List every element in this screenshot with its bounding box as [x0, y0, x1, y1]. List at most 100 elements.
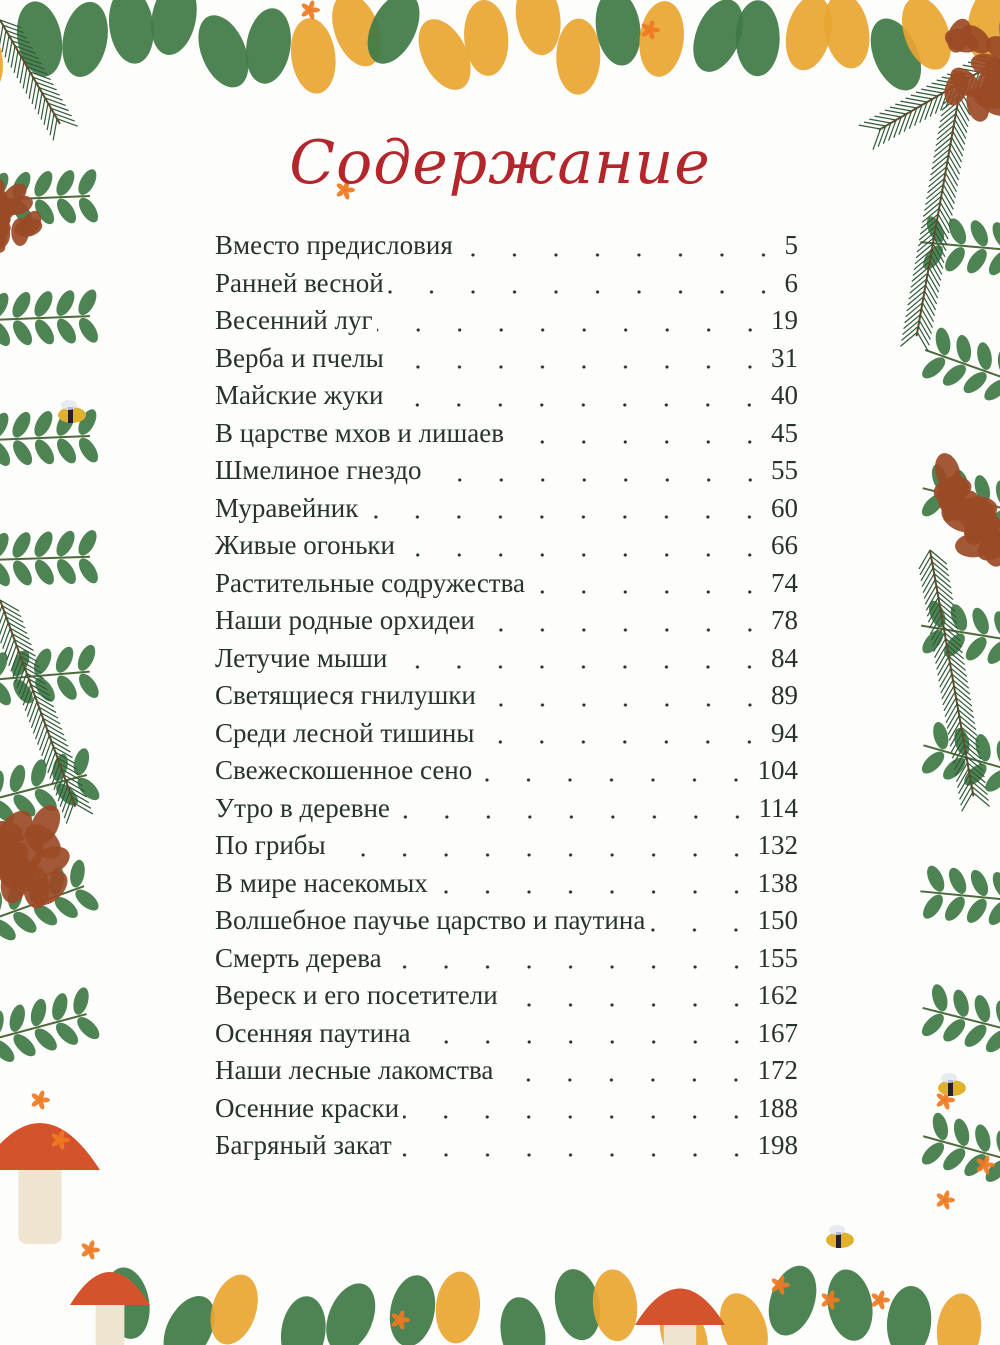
dot-leader [387, 290, 781, 294]
pine-needle [889, 106, 912, 112]
pine-needle [923, 195, 942, 211]
pine-needle [44, 97, 66, 106]
pine-needle [949, 661, 968, 677]
toc-entry: Светящиеся гнилушки 89 [215, 680, 798, 718]
leaf-icon [55, 1022, 79, 1045]
leaf-icon [943, 1190, 950, 1201]
pine-needle [67, 785, 88, 798]
pine-needle [947, 715, 960, 735]
pine-needle [929, 549, 948, 565]
pine-needle [961, 732, 980, 748]
leaf-icon [52, 993, 68, 1021]
pine-needle [28, 678, 49, 691]
leaf-icon [0, 799, 15, 823]
leaf-icon [878, 1290, 885, 1301]
pine-needle [56, 118, 78, 127]
pine-needle [32, 76, 54, 86]
dot-leader [329, 852, 754, 857]
pine-needle [900, 331, 918, 347]
pine-needle [5, 29, 27, 39]
pine-needle [18, 650, 38, 663]
pine-needle [945, 638, 963, 654]
pine-needle [901, 325, 919, 341]
leaf-icon [921, 751, 945, 774]
leaf-icon [78, 317, 98, 343]
pine-needle [935, 584, 954, 601]
pine-needle [924, 585, 937, 605]
pine-needle [933, 573, 952, 589]
pine-needle [937, 596, 956, 612]
entry-page-number: 45 [771, 417, 798, 448]
pine-needle [936, 219, 949, 240]
leaf-icon [435, 1271, 481, 1344]
stem [0, 434, 90, 441]
leaf-icon [972, 607, 989, 635]
pine-needle [879, 112, 902, 118]
pine-needle [911, 266, 930, 282]
leaf-icon [60, 1137, 70, 1143]
entry-title: Наши лесные лакомства [215, 1055, 494, 1085]
pine-needle [37, 723, 46, 745]
leaf-icon [0, 652, 8, 679]
pine-needle [63, 774, 83, 787]
pine-needle [0, 611, 5, 625]
entry-page-number: 84 [771, 642, 798, 673]
pine-needle [30, 706, 40, 728]
leaf-icon [78, 673, 99, 698]
leaf-icon [592, 1269, 638, 1342]
entry-title: По грибы [215, 830, 326, 860]
dot-leader [456, 252, 781, 257]
dot-leader [507, 440, 767, 444]
pine-needle [952, 679, 971, 695]
pine-needle [956, 768, 970, 788]
toc-entry: Ранней весной 6 [215, 268, 798, 306]
pine-needle [869, 118, 891, 124]
leaf-icon [921, 1142, 945, 1165]
entry-title: Муравейник [215, 492, 359, 523]
leaf-icon [308, 9, 315, 20]
leaf-icon [0, 532, 9, 559]
pine-needle [8, 35, 30, 44]
leaf-icon [976, 1158, 986, 1166]
dot-leader [501, 1002, 754, 1007]
pine-needle [65, 802, 75, 824]
pine-needle [8, 644, 17, 666]
pine-needle [972, 791, 990, 807]
leaf-icon [500, 1297, 546, 1345]
leaf-icon [30, 998, 47, 1027]
entry-page-number: 188 [757, 1092, 799, 1123]
pine-needle [933, 632, 946, 653]
entry-title: Шмелиное гнездо [215, 455, 422, 485]
dot-leader [478, 627, 767, 632]
pine-needle [946, 160, 960, 181]
pine-needle [939, 667, 952, 688]
dot-leader [387, 365, 767, 369]
leaf-icon [0, 292, 9, 319]
pine-needle [943, 626, 961, 642]
entry-title: Наши родные орхидеи [215, 605, 475, 635]
pine-needle [16, 667, 26, 689]
pine-needle [935, 130, 954, 146]
leaf-icon [936, 1199, 946, 1207]
entry-page-number: 6 [784, 267, 799, 298]
pine-needle [19, 61, 25, 84]
leaf-icon [198, 15, 249, 88]
dot-leader [478, 740, 767, 744]
entry-title: Майские жуки [215, 380, 384, 410]
pine-needle [25, 71, 31, 94]
pine-needle [931, 561, 950, 577]
leaf-icon [948, 867, 967, 894]
leaf-icon [9, 764, 26, 793]
leaf-icon [418, 19, 471, 90]
pine-needle [918, 225, 937, 241]
pine-needle [872, 128, 882, 150]
pine-needle [2, 24, 24, 34]
leaf-icon [58, 1139, 65, 1150]
pine-needle [919, 314, 932, 334]
pine-needle [931, 154, 949, 170]
leaf-icon [821, 1299, 831, 1307]
leaf-icon [0, 441, 11, 466]
pine-needle [965, 750, 983, 766]
leaf-icon [56, 318, 77, 344]
leaf-icon [336, 183, 346, 191]
